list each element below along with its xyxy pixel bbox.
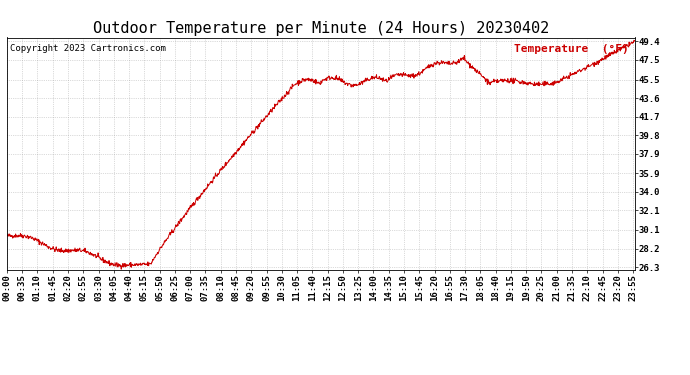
Title: Outdoor Temperature per Minute (24 Hours) 20230402: Outdoor Temperature per Minute (24 Hours… bbox=[92, 21, 549, 36]
Text: Temperature  (°F): Temperature (°F) bbox=[514, 45, 629, 54]
Text: Copyright 2023 Cartronics.com: Copyright 2023 Cartronics.com bbox=[10, 45, 166, 54]
